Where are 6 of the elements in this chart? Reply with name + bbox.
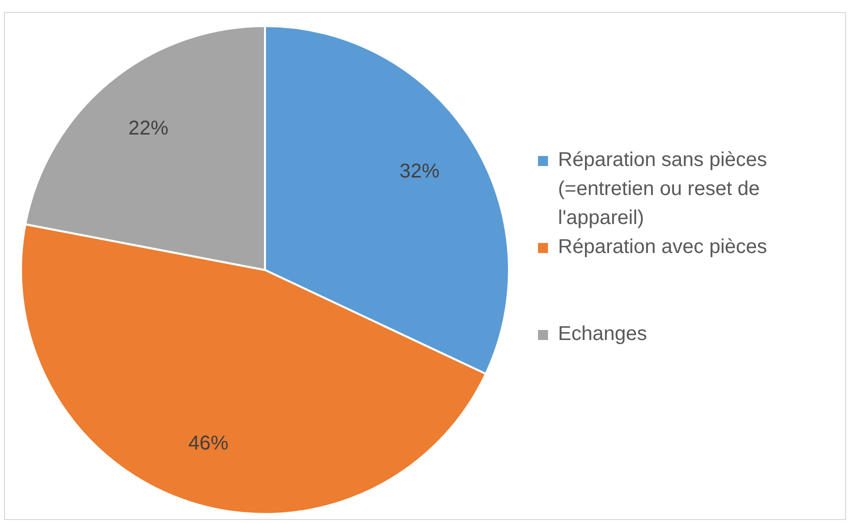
data-label: 46% (188, 432, 229, 455)
data-label: 22% (128, 118, 169, 140)
legend-label: Réparation sans pièces (=entretien ou reset de l'appareil) (558, 149, 768, 229)
data-label: 32% (399, 160, 440, 182)
legend-label: Réparation avec pièces (558, 236, 768, 258)
legend-label: Echanges (558, 323, 647, 345)
